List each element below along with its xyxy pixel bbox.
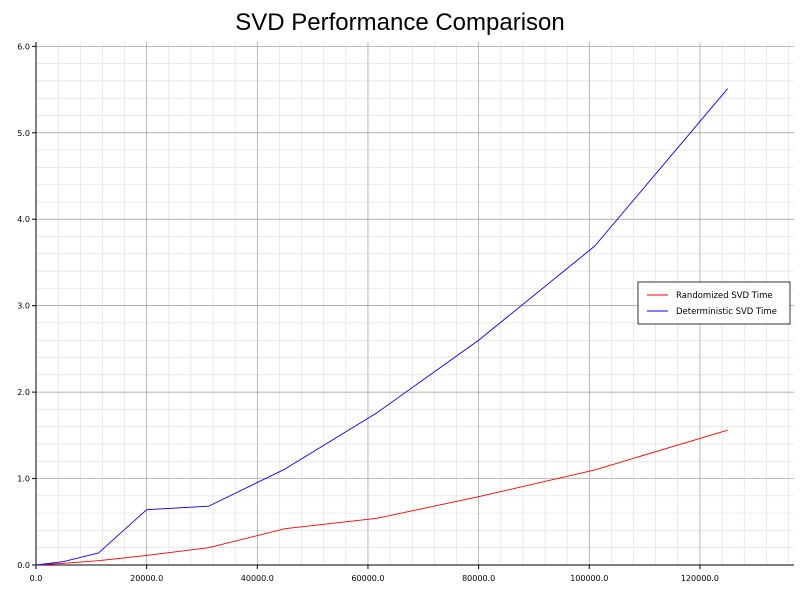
x-tick-label: 80000.0 bbox=[462, 574, 495, 583]
y-tick-label: 3.0 bbox=[17, 302, 30, 311]
series-line-deterministic bbox=[35, 88, 728, 566]
x-tick-label: 20000.0 bbox=[130, 574, 163, 583]
x-tick-label: 40000.0 bbox=[241, 574, 274, 583]
axes: 0.0 20000.0 40000.0 60000.0 80000.0 100000.0 1… bbox=[17, 42, 794, 583]
series-lines bbox=[35, 88, 728, 566]
y-tick-label: 1.0 bbox=[17, 475, 30, 484]
legend-label: Randomized SVD Time bbox=[676, 291, 773, 301]
legend-label: Deterministic SVD Time bbox=[676, 307, 777, 317]
x-tick-label: 120000.0 bbox=[681, 574, 719, 583]
legend: Randomized SVD Time Deterministic SVD Tim… bbox=[637, 281, 791, 325]
x-tick-label: 100000.0 bbox=[570, 574, 608, 583]
y-tick-label: 0.0 bbox=[17, 561, 30, 570]
legend-box bbox=[637, 281, 791, 325]
grid bbox=[36, 42, 794, 565]
x-tick-label: 0.0 bbox=[30, 574, 43, 583]
y-tick-label: 4.0 bbox=[17, 215, 30, 224]
y-tick-label: 6.0 bbox=[17, 42, 30, 51]
chart-title: SVD Performance Comparison bbox=[235, 9, 564, 36]
x-tick-label: 60000.0 bbox=[351, 574, 384, 583]
series-line-randomized bbox=[35, 429, 728, 566]
y-tick-label: 5.0 bbox=[17, 129, 30, 138]
y-tick-label: 2.0 bbox=[17, 388, 30, 397]
